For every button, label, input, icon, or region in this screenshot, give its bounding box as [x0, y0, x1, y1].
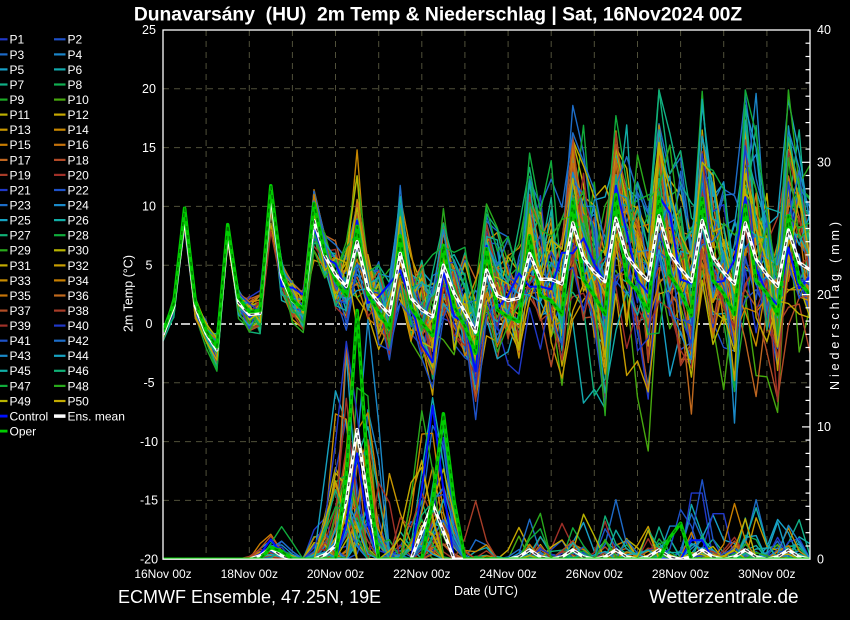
svg-text:P39: P39: [10, 319, 32, 333]
svg-text:P36: P36: [68, 289, 90, 303]
svg-text:Dunavarsány (HU) 2m Temp & N: Dunavarsány (HU) 2m Temp & Niederschlag …: [134, 5, 743, 26]
svg-text:P10: P10: [68, 93, 90, 107]
svg-text:24Nov 00z: 24Nov 00z: [479, 567, 536, 581]
svg-text:20: 20: [817, 288, 831, 302]
svg-text:-20: -20: [140, 552, 158, 566]
svg-text:P48: P48: [68, 379, 90, 393]
svg-text:22Nov 00z: 22Nov 00z: [393, 567, 450, 581]
svg-text:Ens. mean: Ens. mean: [68, 409, 125, 423]
svg-text:20: 20: [142, 82, 156, 96]
svg-text:P18: P18: [68, 153, 90, 167]
svg-text:P19: P19: [10, 168, 32, 182]
svg-text:P41: P41: [10, 334, 32, 348]
svg-text:P3: P3: [10, 48, 25, 62]
svg-text:20Nov 00z: 20Nov 00z: [307, 567, 364, 581]
svg-text:Control: Control: [10, 409, 49, 423]
svg-text:P47: P47: [10, 379, 32, 393]
svg-text:P43: P43: [10, 349, 32, 363]
svg-text:P23: P23: [10, 198, 32, 212]
svg-text:P8: P8: [68, 78, 83, 92]
svg-text:Date (UTC): Date (UTC): [454, 584, 518, 598]
svg-text:P6: P6: [68, 63, 83, 77]
svg-text:P15: P15: [10, 138, 32, 152]
svg-text:2m Temp (°C): 2m Temp (°C): [122, 255, 136, 332]
svg-text:-5: -5: [143, 376, 154, 390]
svg-text:P27: P27: [10, 229, 32, 243]
svg-text:-15: -15: [140, 494, 158, 508]
svg-text:30: 30: [817, 156, 831, 170]
svg-text:P7: P7: [10, 78, 25, 92]
svg-text:P26: P26: [68, 214, 90, 228]
svg-text:P9: P9: [10, 93, 25, 107]
svg-text:ECMWF Ensemble, 47.25N, 19E: ECMWF Ensemble, 47.25N, 19E: [118, 587, 381, 607]
svg-text:40: 40: [817, 23, 831, 37]
svg-text:P31: P31: [10, 259, 32, 273]
svg-text:-10: -10: [140, 435, 158, 449]
svg-text:P5: P5: [10, 63, 25, 77]
svg-text:P34: P34: [68, 274, 90, 288]
svg-text:15: 15: [142, 141, 156, 155]
svg-text:P50: P50: [68, 394, 90, 408]
svg-text:10: 10: [142, 200, 156, 214]
svg-text:P11: P11: [10, 108, 31, 122]
svg-text:P21: P21: [10, 183, 32, 197]
svg-text:26Nov 00z: 26Nov 00z: [566, 567, 623, 581]
svg-text:P2: P2: [68, 33, 83, 47]
svg-text:5: 5: [146, 258, 153, 272]
svg-text:30Nov 00z: 30Nov 00z: [738, 567, 795, 581]
svg-text:P38: P38: [68, 304, 90, 318]
svg-text:P17: P17: [10, 153, 32, 167]
svg-text:P42: P42: [68, 334, 90, 348]
svg-text:0: 0: [817, 552, 824, 566]
svg-text:P25: P25: [10, 214, 32, 228]
svg-text:P29: P29: [10, 244, 32, 258]
svg-text:P40: P40: [68, 319, 90, 333]
svg-text:P4: P4: [68, 48, 83, 62]
svg-text:0: 0: [146, 317, 153, 331]
svg-text:P49: P49: [10, 394, 32, 408]
svg-text:25: 25: [142, 23, 156, 37]
svg-text:P45: P45: [10, 364, 32, 378]
svg-text:16Nov 00z: 16Nov 00z: [134, 567, 191, 581]
svg-text:P37: P37: [10, 304, 32, 318]
svg-text:Oper: Oper: [10, 425, 37, 439]
svg-text:P35: P35: [10, 289, 32, 303]
svg-text:P30: P30: [68, 244, 90, 258]
svg-text:P22: P22: [68, 183, 90, 197]
svg-text:18Nov 00z: 18Nov 00z: [221, 567, 278, 581]
svg-text:28Nov 00z: 28Nov 00z: [652, 567, 709, 581]
svg-text:P16: P16: [68, 138, 90, 152]
svg-text:P12: P12: [68, 108, 90, 122]
svg-text:P32: P32: [68, 259, 90, 273]
svg-text:P44: P44: [68, 349, 90, 363]
svg-text:Wetterzentrale.de: Wetterzentrale.de: [649, 587, 799, 608]
svg-text:P13: P13: [10, 123, 32, 137]
svg-text:P1: P1: [10, 33, 25, 47]
svg-text:P20: P20: [68, 168, 90, 182]
svg-text:P28: P28: [68, 229, 90, 243]
svg-text:P46: P46: [68, 364, 90, 378]
svg-text:Niederschlag (mm): Niederschlag (mm): [828, 218, 842, 390]
svg-text:P33: P33: [10, 274, 32, 288]
svg-text:P24: P24: [68, 198, 90, 212]
svg-text:10: 10: [817, 420, 831, 434]
svg-text:P14: P14: [68, 123, 90, 137]
